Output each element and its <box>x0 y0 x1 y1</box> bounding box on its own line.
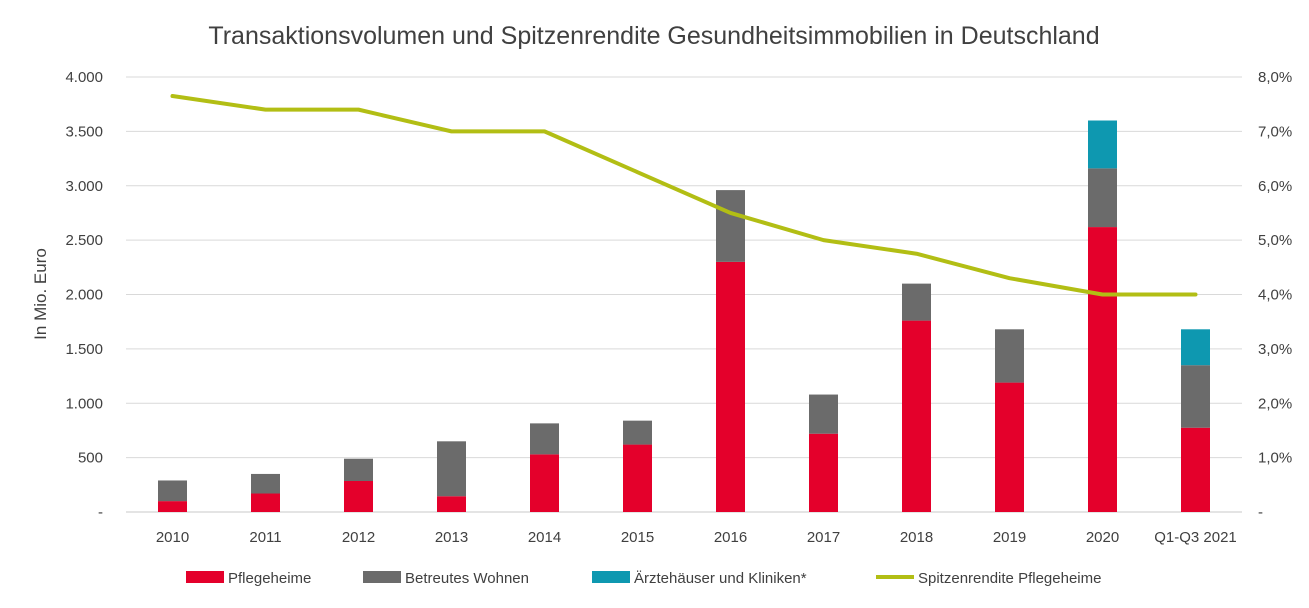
y2-tick-label: 8,0% <box>1258 69 1292 86</box>
legend-swatch <box>363 571 401 583</box>
bar-betreutes-wohnen <box>1181 365 1210 428</box>
bar-pflegeheime <box>251 493 280 512</box>
y-tick-label: 4.000 <box>65 69 103 86</box>
x-tick-label: 2019 <box>993 529 1026 546</box>
y2-tick-label: 1,0% <box>1258 450 1292 467</box>
y-tick-label: - <box>98 504 103 521</box>
bar-pflegeheime <box>437 496 466 512</box>
legend-label: Pflegeheime <box>228 570 311 587</box>
x-tick-label: 2014 <box>528 529 561 546</box>
x-tick-label: 2015 <box>621 529 654 546</box>
bar-betreutes-wohnen <box>1088 168 1117 228</box>
bar-pflegeheime <box>158 501 187 512</box>
bar-betreutes-wohnen <box>437 441 466 497</box>
y-axis-label: In Mio. Euro <box>31 248 50 340</box>
yield-line-path <box>170 94 1198 297</box>
x-tick-label: Q1-Q3 2021 <box>1154 529 1237 546</box>
y2-tick-label: 5,0% <box>1258 232 1292 249</box>
bar-pflegeheime <box>995 382 1024 512</box>
x-axis: 2010 2011 2012 2013 2014 2015 2016 2017 2018 2019… <box>156 529 1237 546</box>
bar-betreutes-wohnen <box>902 283 931 321</box>
bar-betreutes-wohnen <box>158 480 187 502</box>
bar-betreutes-wohnen <box>716 190 745 262</box>
bar-betreutes-wohnen <box>623 420 652 445</box>
y2-tick-label: 6,0% <box>1258 178 1292 195</box>
x-tick-label: 2013 <box>435 529 468 546</box>
legend-label: Betreutes Wohnen <box>405 570 529 587</box>
x-tick-label: 2017 <box>807 529 840 546</box>
legend-label: Ärztehäuser und Kliniken* <box>634 570 807 587</box>
y-tick-label: 2.000 <box>65 287 103 304</box>
bar-pflegeheime <box>809 433 838 512</box>
bar-betreutes-wohnen <box>809 394 838 434</box>
bar-pflegeheime <box>344 481 373 512</box>
x-tick-label: 2012 <box>342 529 375 546</box>
y-axis-left: - 500 1.000 1.500 2.000 2.500 3.000 3.500 4.000 <box>65 69 103 521</box>
legend: Pflegeheime Betreutes Wohnen Ärztehäuser u… <box>186 570 1101 587</box>
gridlines <box>126 76 1242 513</box>
x-tick-label: 2011 <box>249 529 281 546</box>
bar-betreutes-wohnen <box>251 473 280 494</box>
bar-betreutes-wohnen <box>995 329 1024 383</box>
bar-pflegeheime <box>1181 427 1210 512</box>
x-tick-label: 2010 <box>156 529 189 546</box>
yield-line <box>170 94 1198 297</box>
y2-tick-label: 2,0% <box>1258 395 1292 412</box>
y2-tick-label: 7,0% <box>1258 123 1292 140</box>
bar--rzteh-user-und-kliniken- <box>1088 120 1117 169</box>
bar-pflegeheime <box>1088 227 1117 512</box>
y2-tick-label: - <box>1258 504 1263 521</box>
chart-title: Transaktionsvolumen und Spitzenrendite G… <box>208 22 1099 50</box>
y2-tick-label: 4,0% <box>1258 287 1292 304</box>
bar-pflegeheime <box>530 454 559 512</box>
x-tick-label: 2020 <box>1086 529 1119 546</box>
y-tick-label: 500 <box>78 450 103 467</box>
y-tick-label: 3.000 <box>65 178 103 195</box>
x-tick-label: 2018 <box>900 529 933 546</box>
y-tick-label: 2.500 <box>65 232 103 249</box>
x-tick-label: 2016 <box>714 529 747 546</box>
bars <box>158 120 1210 512</box>
bar-pflegeheime <box>623 444 652 512</box>
y-axis-right: - 1,0% 2,0% 3,0% 4,0% 5,0% 6,0% 7,0% 8,0% <box>1258 69 1292 521</box>
bar-pflegeheime <box>716 261 745 512</box>
legend-label: Spitzenrendite Pflegeheime <box>918 570 1101 587</box>
legend-swatch <box>186 571 224 583</box>
y-tick-label: 3.500 <box>65 123 103 140</box>
y-tick-label: 1.000 <box>65 395 103 412</box>
legend-swatch <box>592 571 630 583</box>
bar--rzteh-user-und-kliniken- <box>1181 329 1210 366</box>
bar-betreutes-wohnen <box>344 458 373 482</box>
y-tick-label: 1.500 <box>65 341 103 358</box>
bar-pflegeheime <box>902 320 931 512</box>
bar-betreutes-wohnen <box>530 423 559 455</box>
y2-tick-label: 3,0% <box>1258 341 1292 358</box>
